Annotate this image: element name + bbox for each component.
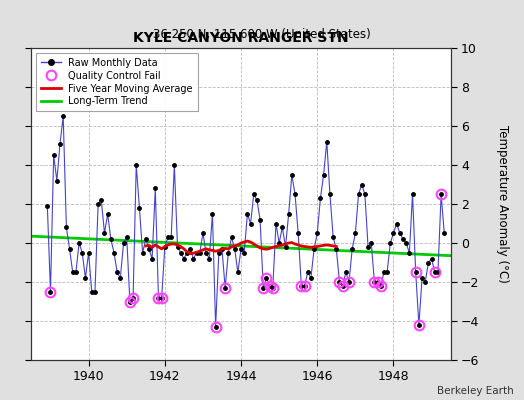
- Y-axis label: Temperature Anomaly (°C): Temperature Anomaly (°C): [496, 125, 509, 283]
- Text: Berkeley Earth: Berkeley Earth: [437, 386, 514, 396]
- Text: 36.250 N, 115.600 W (United States): 36.250 N, 115.600 W (United States): [153, 28, 371, 41]
- Legend: Raw Monthly Data, Quality Control Fail, Five Year Moving Average, Long-Term Tren: Raw Monthly Data, Quality Control Fail, …: [36, 53, 198, 111]
- Title: KYLE CANYON RANGER STN: KYLE CANYON RANGER STN: [133, 32, 349, 46]
